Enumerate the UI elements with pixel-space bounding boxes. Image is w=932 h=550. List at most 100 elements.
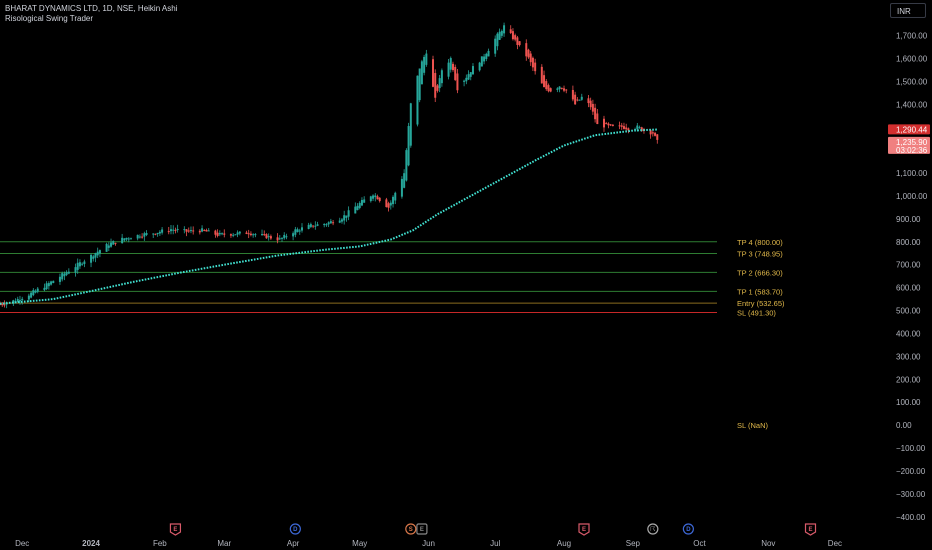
svg-text:1,235.90: 1,235.90 (896, 138, 928, 147)
candle-body (654, 132, 657, 136)
candle-body (580, 96, 583, 100)
candle-body (549, 88, 552, 92)
levels-layer: TP 4 (800.00) TP 3 (748.95) TP 2 (666.30) T… (0, 238, 785, 430)
y-tick-label: 500.00 (896, 307, 921, 316)
candle-body (110, 242, 113, 247)
candle-body (387, 203, 390, 208)
candle-body (418, 68, 421, 101)
candle-body (223, 233, 226, 235)
candle-body (316, 224, 319, 226)
candle-body (354, 206, 357, 214)
candle-body (656, 134, 659, 140)
candle-body (509, 29, 512, 34)
candle-body (640, 127, 643, 132)
event-marker-s[interactable]: S (405, 523, 417, 535)
candle-body (560, 87, 563, 89)
candle-body (545, 81, 548, 90)
candle-body (61, 273, 64, 280)
candle-body (292, 233, 295, 237)
swing-trend-line (0, 128, 658, 305)
candle-body (369, 196, 372, 202)
candle-body (405, 150, 408, 181)
candle-body (263, 234, 266, 236)
svg-text:E: E (582, 527, 586, 533)
x-tick-label: Feb (153, 539, 167, 548)
candle-body (261, 233, 264, 235)
event-marker-d[interactable]: D (289, 523, 301, 535)
candle-body (43, 287, 46, 291)
candle-body (420, 61, 423, 85)
candle-body (467, 74, 470, 80)
candle-body (81, 263, 84, 265)
candle-body (469, 72, 472, 77)
level-label-5: SL (491.30) (737, 309, 776, 318)
candle-body (463, 80, 466, 82)
candle-body (591, 103, 594, 112)
svg-text:D: D (293, 527, 298, 533)
level-label-2: TP 2 (666.30) (737, 268, 783, 277)
candle-body (332, 222, 335, 224)
level-label-0: TP 4 (800.00) (737, 238, 783, 247)
y-tick-label: 200.00 (896, 375, 921, 384)
candle-body (189, 230, 192, 232)
event-marker-e[interactable]: E (578, 523, 590, 536)
candle-body (283, 234, 286, 239)
candle-body (611, 124, 614, 126)
candle-body (471, 66, 474, 75)
candle-body (245, 232, 248, 234)
candle-body (558, 86, 561, 90)
event-marker-e[interactable]: E (804, 523, 817, 536)
event-marker-d[interactable]: D (682, 523, 694, 535)
candle-body (314, 225, 317, 227)
y-tick-label: −300.00 (896, 490, 926, 499)
candle-body (511, 31, 514, 40)
candle-body (540, 66, 543, 84)
y-tick-label: 1,100.00 (896, 169, 928, 178)
candle-body (269, 236, 272, 239)
candle-body (234, 234, 237, 236)
event-marker-e[interactable]: E (169, 523, 182, 536)
candle-body (432, 59, 435, 87)
candle-body (172, 229, 175, 231)
candle-body (198, 230, 201, 233)
candle-body (114, 242, 117, 244)
candle-body (130, 238, 133, 240)
svg-text:D: D (686, 527, 691, 533)
svg-text:☈: ☈ (650, 526, 655, 533)
trend-dotted-line (0, 128, 658, 305)
candle-body (596, 113, 599, 125)
candle-body (514, 35, 517, 40)
candle-body (152, 233, 155, 235)
candle-body (229, 234, 232, 236)
candle-body (565, 89, 568, 91)
x-tick-label: Mar (217, 539, 231, 548)
candle-body (58, 276, 61, 282)
candle-body (487, 50, 490, 57)
y-tick-label: 300.00 (896, 352, 921, 361)
candle-body (563, 88, 566, 91)
y-tick-label: 800.00 (896, 238, 921, 247)
candle-body (503, 25, 506, 34)
candle-body (425, 53, 428, 65)
candle-body (312, 225, 315, 227)
candle-body (609, 124, 612, 126)
candle-body (252, 234, 255, 236)
level-label-1: TP 3 (748.95) (737, 249, 783, 258)
event-marker-☈[interactable]: ☈ (647, 523, 659, 535)
candle-body (543, 75, 546, 88)
candle-body (500, 30, 503, 36)
candle-body (531, 57, 534, 68)
candle-body (281, 237, 284, 239)
candle-body (556, 88, 559, 90)
y-axis: 1,700.001,600.001,500.001,400.001,200.00… (896, 32, 928, 522)
x-tick-label: Oct (693, 539, 706, 548)
candle-body (78, 262, 81, 267)
y-tick-label: 900.00 (896, 215, 921, 224)
candle-body (76, 262, 79, 270)
indicator-name[interactable]: Risological Swing Trader (5, 14, 94, 23)
candle-body (436, 85, 439, 91)
currency-selector[interactable]: INR (890, 3, 926, 18)
event-marker-e[interactable]: E (416, 523, 428, 535)
